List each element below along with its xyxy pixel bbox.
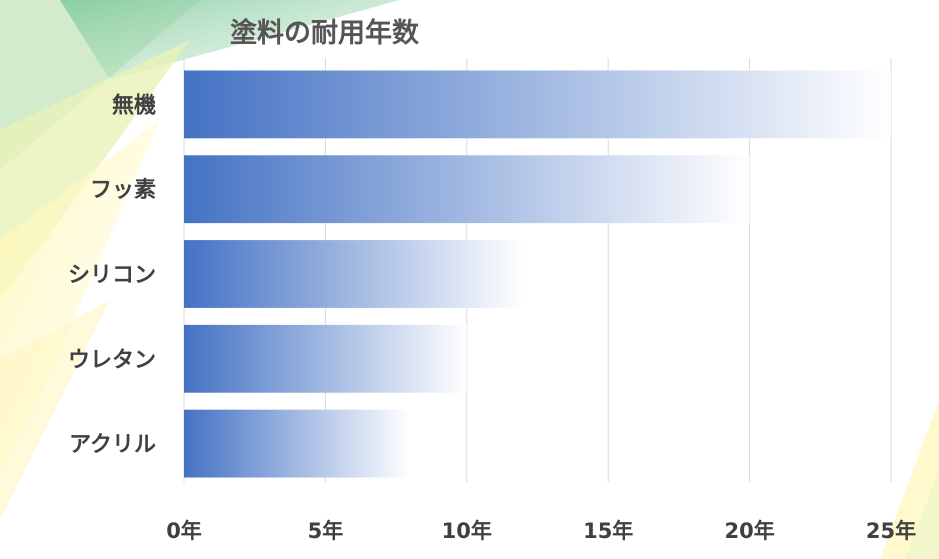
x-tick-label: 20年 [724,519,774,543]
category-label: シリコン [68,263,156,288]
bar [184,155,750,224]
bar [184,240,524,308]
category-label: 無機 [112,92,156,118]
category-label: フッ素 [90,177,156,203]
x-tick-label: 10年 [442,519,492,543]
bar [184,324,467,393]
chart-title: 塗料の耐用年数 [230,17,420,49]
x-tick-label: 0年 [166,519,202,543]
x-tick-label: 25年 [866,519,916,543]
category-label: アクリル [69,433,156,458]
bar [184,70,891,139]
x-tick-label: 5年 [308,519,344,543]
bars [184,70,891,478]
bar [184,409,411,478]
x-tick-label: 15年 [583,519,633,543]
category-label: ウレタン [68,348,156,373]
x-tick-labels: 0年 5年 10年 15年 20年 25年 [166,519,916,543]
